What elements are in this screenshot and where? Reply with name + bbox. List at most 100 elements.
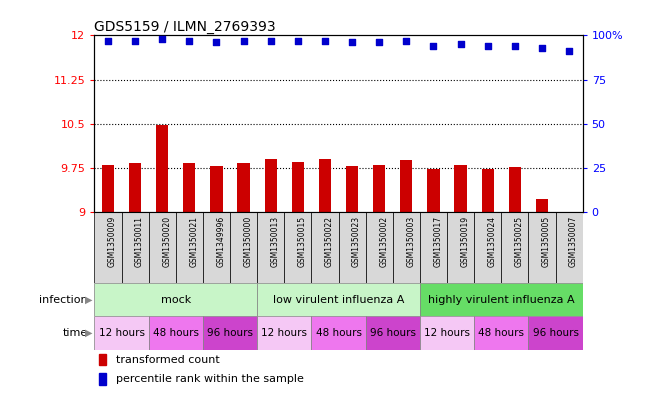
Text: GSM1350015: GSM1350015 [298,216,307,267]
Bar [238,163,250,212]
Bar [292,162,304,212]
Bar [454,165,467,212]
Bar [536,199,548,212]
Point [347,39,357,46]
Bar [447,212,474,283]
Text: 96 hours: 96 hours [533,328,579,338]
Bar [264,159,277,212]
Bar [393,212,420,283]
Bar [339,212,366,283]
Text: 96 hours: 96 hours [370,328,416,338]
Text: GSM1350022: GSM1350022 [325,216,334,267]
Text: GSM1350025: GSM1350025 [515,216,524,267]
Bar [257,283,420,316]
Point [130,37,140,44]
Text: GSM1350023: GSM1350023 [352,216,361,267]
Text: GSM1350013: GSM1350013 [271,216,280,267]
Text: 12 hours: 12 hours [98,328,145,338]
Text: 96 hours: 96 hours [207,328,253,338]
Point [184,37,195,44]
Point [103,37,113,44]
Bar [183,163,195,212]
Text: GSM1350009: GSM1350009 [108,216,117,267]
Bar [482,169,494,212]
Bar [529,316,583,350]
Text: transformed count: transformed count [117,354,220,365]
Text: GSM1350007: GSM1350007 [569,216,578,267]
Text: GSM1350005: GSM1350005 [542,216,551,267]
Bar [94,283,257,316]
Text: highly virulent influenza A: highly virulent influenza A [428,295,575,305]
Point [292,37,303,44]
Bar [148,316,203,350]
Bar [94,316,148,350]
Text: ▶: ▶ [85,328,92,338]
Bar [373,165,385,212]
Bar [319,159,331,212]
Bar [203,316,257,350]
Bar [529,212,555,283]
Text: 48 hours: 48 hours [478,328,524,338]
Bar [176,212,203,283]
Bar [474,212,501,283]
Text: GSM1349996: GSM1349996 [216,216,225,267]
Point [510,43,520,49]
Point [238,37,249,44]
Bar [203,212,230,283]
Text: time: time [62,328,88,338]
Point [157,36,167,42]
Text: infection: infection [39,295,88,305]
Point [320,37,330,44]
Bar [555,212,583,283]
Text: GSM1350020: GSM1350020 [162,216,171,267]
Bar [427,169,439,212]
Text: percentile rank within the sample: percentile rank within the sample [117,374,304,384]
Bar [366,212,393,283]
Text: GSM1350024: GSM1350024 [488,216,497,267]
Bar [420,283,583,316]
Point [374,39,384,46]
Bar [400,160,413,212]
Bar [366,316,420,350]
Point [536,44,547,51]
Text: GSM1350021: GSM1350021 [189,216,199,267]
Bar [257,212,284,283]
Text: GSM1350019: GSM1350019 [461,216,469,267]
Bar [129,163,141,212]
Bar [311,316,366,350]
Text: mock: mock [161,295,191,305]
Text: GSM1350017: GSM1350017 [434,216,443,267]
Bar [102,165,114,212]
Bar [508,167,521,212]
Text: GSM1350003: GSM1350003 [406,216,415,267]
Bar [99,373,106,385]
Point [266,37,276,44]
Text: 48 hours: 48 hours [153,328,199,338]
Text: 12 hours: 12 hours [261,328,307,338]
Bar [148,212,176,283]
Bar [94,212,122,283]
Bar [474,316,529,350]
Point [401,37,411,44]
Point [564,48,574,54]
Text: 12 hours: 12 hours [424,328,470,338]
Bar [122,212,148,283]
Point [211,39,221,46]
Text: ▶: ▶ [85,295,92,305]
Text: GDS5159 / ILMN_2769393: GDS5159 / ILMN_2769393 [94,20,276,34]
Text: GSM1350011: GSM1350011 [135,216,144,267]
Text: 48 hours: 48 hours [316,328,361,338]
Bar [420,316,474,350]
Bar [230,212,257,283]
Bar [346,166,358,212]
Bar [501,212,529,283]
Point [428,43,439,49]
Bar [156,125,169,212]
Point [482,43,493,49]
Bar [284,212,311,283]
Bar [257,316,311,350]
Text: GSM1350000: GSM1350000 [243,216,253,267]
Text: low virulent influenza A: low virulent influenza A [273,295,404,305]
Bar [210,166,223,212]
Text: GSM1350002: GSM1350002 [379,216,388,267]
